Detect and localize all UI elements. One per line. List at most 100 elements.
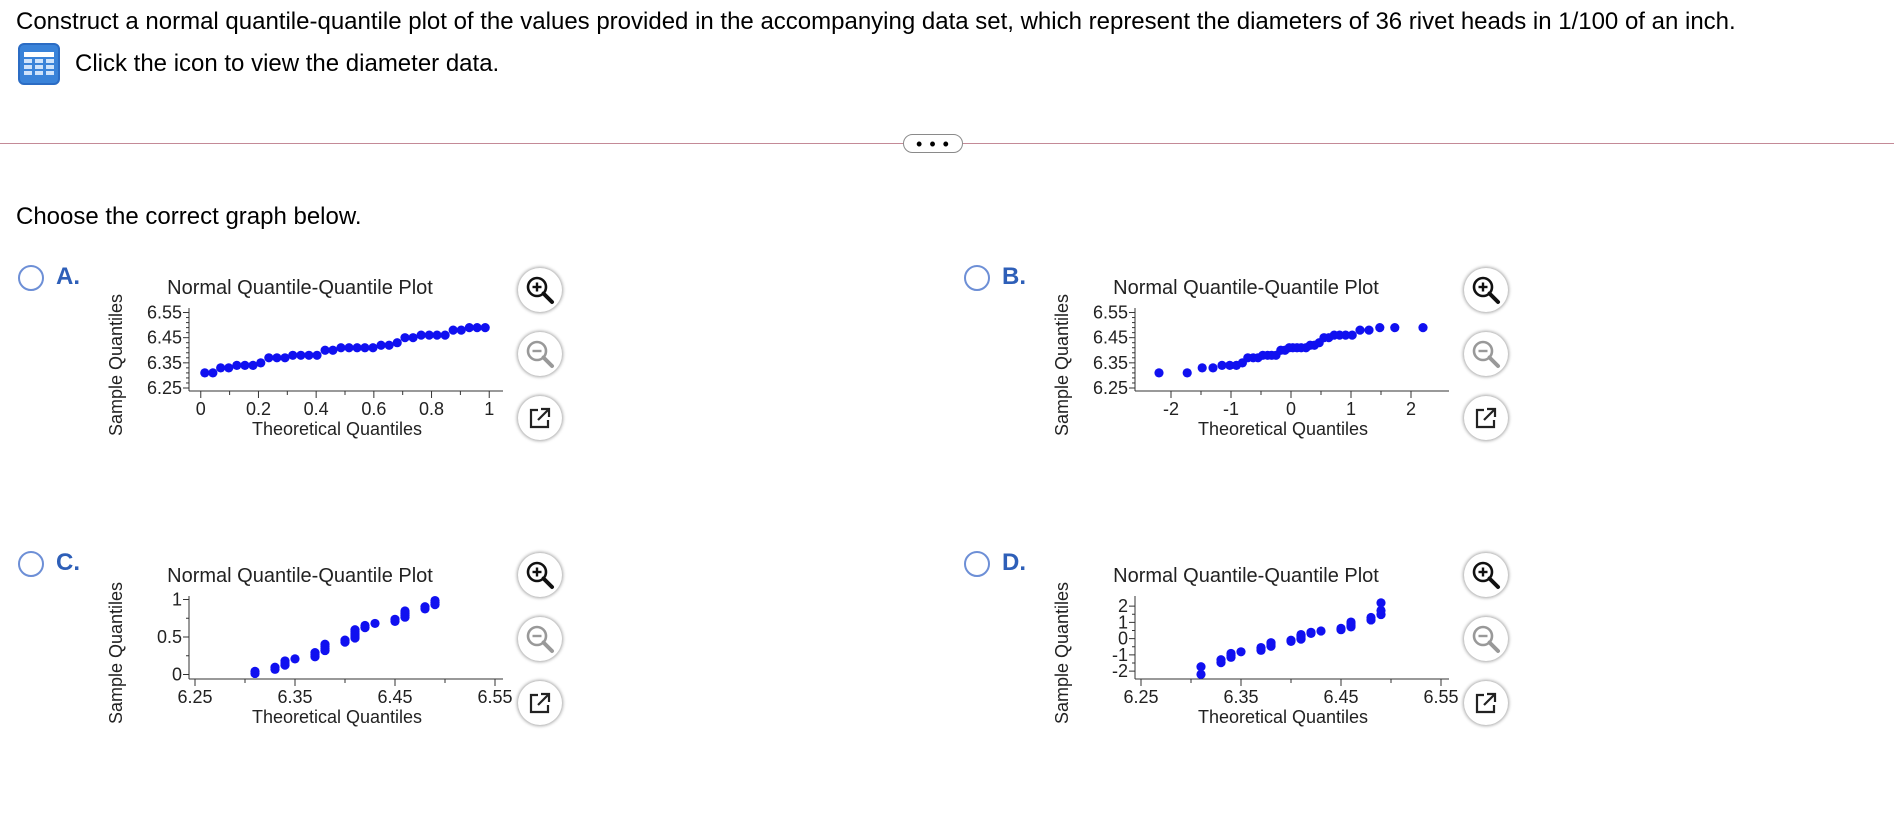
data-point xyxy=(350,625,360,635)
data-point xyxy=(1236,647,1246,657)
data-point xyxy=(224,363,234,373)
zoom-in-button[interactable] xyxy=(518,553,562,597)
open-external-button[interactable] xyxy=(1464,681,1508,725)
x-tick-label: 0.2 xyxy=(246,399,271,419)
x-tick-label: 6.45 xyxy=(1323,687,1358,707)
x-tick-label: 0.8 xyxy=(419,399,444,419)
data-point xyxy=(248,360,258,370)
open-external-button[interactable] xyxy=(518,396,562,440)
data-point xyxy=(368,343,378,353)
data-point xyxy=(480,323,490,333)
data-point xyxy=(320,639,330,649)
data-point xyxy=(448,325,458,335)
data-point xyxy=(1225,360,1235,370)
prompt-text: Choose the correct graph below. xyxy=(16,203,362,230)
radio-b[interactable] xyxy=(964,265,990,291)
data-point xyxy=(1376,605,1386,616)
zoom-out-icon xyxy=(1470,338,1502,370)
data-point xyxy=(250,666,260,676)
data-point xyxy=(280,656,290,666)
data-point xyxy=(200,368,210,378)
data-point xyxy=(352,343,362,353)
open-external-icon xyxy=(1473,405,1499,431)
data-point xyxy=(1196,669,1206,679)
y-axis-label: Sample Quantiles xyxy=(1052,582,1072,724)
y-tick-label: 0 xyxy=(1118,629,1128,649)
data-point xyxy=(272,353,282,363)
zoom-in-button[interactable] xyxy=(1464,553,1508,597)
zoom-in-button[interactable] xyxy=(518,268,562,312)
data-point xyxy=(344,343,354,353)
data-point xyxy=(1256,642,1266,653)
data-point xyxy=(400,606,410,616)
data-point xyxy=(340,635,350,645)
data-point xyxy=(1346,617,1356,627)
zoom-in-icon xyxy=(1470,274,1502,306)
x-tick-label: 1 xyxy=(484,399,494,419)
option-c: C. xyxy=(18,549,778,831)
data-point xyxy=(424,330,434,340)
open-external-button[interactable] xyxy=(518,681,562,725)
data-point xyxy=(1197,363,1207,373)
question-text: Construct a normal quantile-quantile plo… xyxy=(16,8,1736,35)
y-tick-label: 1 xyxy=(172,590,182,610)
zoom-out-icon xyxy=(524,338,556,370)
y-tick-label: 6.35 xyxy=(1093,353,1128,373)
x-tick-label: 6.45 xyxy=(377,687,412,707)
data-point xyxy=(1216,655,1226,665)
data-point xyxy=(384,340,394,350)
table-grid-icon[interactable] xyxy=(18,43,60,85)
zoom-out-button[interactable] xyxy=(518,332,562,376)
radio-a[interactable] xyxy=(18,265,44,291)
data-point xyxy=(1286,635,1296,645)
data-point xyxy=(208,368,218,378)
data-point xyxy=(432,330,442,340)
option-letter-a: A. xyxy=(56,263,80,290)
y-tick-label: 6.45 xyxy=(147,328,182,348)
zoom-out-button[interactable] xyxy=(1464,617,1508,661)
zoom-out-button[interactable] xyxy=(1464,332,1508,376)
data-point xyxy=(420,602,430,612)
zoom-in-button[interactable] xyxy=(1464,268,1508,312)
data-point xyxy=(240,360,250,370)
data-point xyxy=(408,333,418,343)
qq-plot-a: Normal Quantile-Quantile Plot 6.25 6.35 6.4… xyxy=(106,277,503,439)
data-point xyxy=(416,330,426,340)
radio-d[interactable] xyxy=(964,551,990,577)
data-point xyxy=(1341,330,1351,340)
data-point xyxy=(1316,626,1326,636)
data-point xyxy=(280,353,290,363)
x-axis-label: Theoretical Quantiles xyxy=(1198,707,1368,727)
x-tick-label: 2 xyxy=(1406,399,1416,419)
data-link-text[interactable]: Click the icon to view the diameter data… xyxy=(75,50,500,77)
data-point xyxy=(1208,363,1218,373)
data-point xyxy=(288,350,298,360)
y-tick-label: 0 xyxy=(172,665,182,685)
data-point xyxy=(216,363,226,373)
zoom-out-button[interactable] xyxy=(518,617,562,661)
more-button[interactable]: • • • xyxy=(903,134,963,153)
data-point xyxy=(360,343,370,353)
open-external-button[interactable] xyxy=(1464,396,1508,440)
chart-title: Normal Quantile-Quantile Plot xyxy=(167,565,433,587)
data-point xyxy=(472,323,482,333)
x-tick-label: 6.25 xyxy=(177,687,212,707)
data-point xyxy=(1355,325,1365,335)
x-tick-label: 6.55 xyxy=(1423,687,1458,707)
y-tick-label: 6.35 xyxy=(147,353,182,373)
data-point xyxy=(1366,612,1376,623)
x-tick-label: -2 xyxy=(1163,399,1179,419)
data-point xyxy=(296,350,306,360)
data-point xyxy=(1306,627,1316,637)
data-point xyxy=(376,340,386,350)
x-tick-label: 6.25 xyxy=(1123,687,1158,707)
data-point xyxy=(328,345,338,355)
data-point xyxy=(304,350,314,360)
x-tick-label: -1 xyxy=(1223,399,1239,419)
radio-c[interactable] xyxy=(18,551,44,577)
y-tick-label: -2 xyxy=(1112,661,1128,681)
y-tick-label: -1 xyxy=(1112,645,1128,665)
y-tick-label: 0.5 xyxy=(157,627,182,647)
x-tick-label: 6.55 xyxy=(477,687,512,707)
